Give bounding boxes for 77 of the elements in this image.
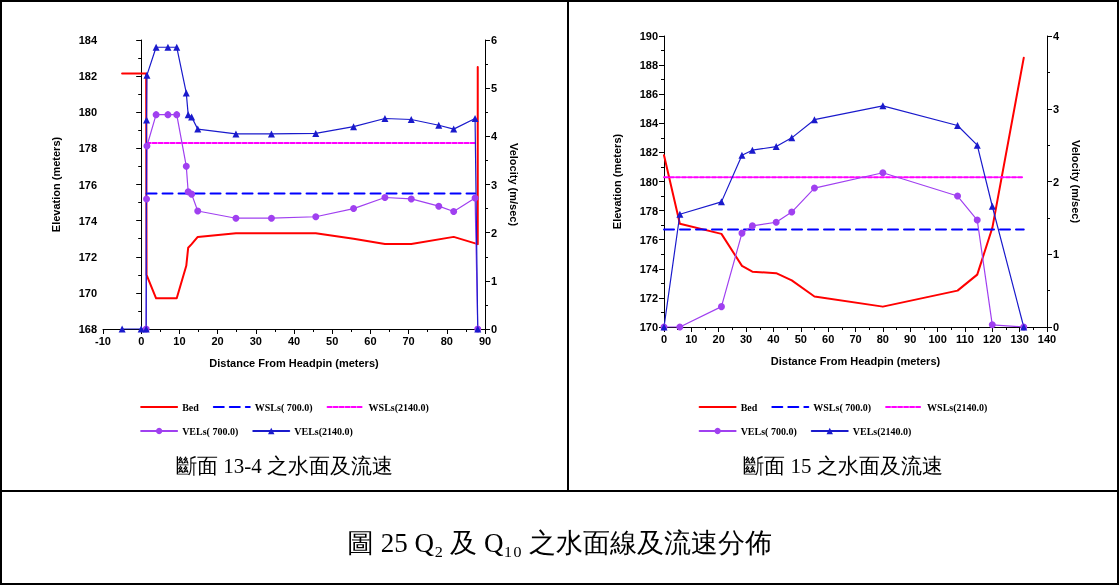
y-tick-label: 182 (78, 70, 97, 83)
y2-tick-label: 0 (1053, 321, 1060, 333)
x-tick-label: 80 (876, 332, 889, 345)
y2-tick-label: 4 (491, 130, 498, 143)
text: 斷面 15 之水面及流速 (742, 453, 944, 480)
x-tick-label: 70 (849, 332, 862, 345)
y2-tick-label: 3 (491, 178, 498, 191)
x-tick-label: 90 (478, 334, 492, 347)
x-tick-label: 0 (138, 334, 145, 347)
x-tick-label: 10 (685, 332, 698, 345)
legend-label: Bed (740, 401, 758, 413)
x-tick-label: 40 (287, 334, 301, 347)
y-tick-label: 172 (78, 250, 97, 263)
legend-label: WSLs( 700.0) (254, 401, 313, 414)
legend-label: WSLs( 700.0) (813, 401, 872, 414)
y-tick-label: 174 (78, 214, 98, 227)
x-tick-label: 0 (660, 332, 668, 345)
x-tick-label: 70 (402, 334, 415, 347)
y-tick-label: 174 (639, 262, 659, 275)
x-tick-label: 40 (767, 332, 780, 345)
x-axis-title: Distance From Headpin (meters) (209, 356, 379, 369)
y-tick-label: 168 (78, 323, 97, 335)
y2-tick-label: 2 (491, 226, 498, 239)
y2-tick-label: 3 (1053, 102, 1060, 115)
y2-axis-title: Velocity (m/sec) (507, 142, 520, 227)
x-tick-label: 110 (956, 332, 974, 345)
y2-tick-label: 6 (491, 34, 498, 46)
caption: 圖 25 Q₂ 及 Q₁₀ 之水面線及流速分佈 (346, 527, 773, 560)
x-axis-title: Distance From Headpin (meters) (770, 354, 941, 367)
legend-label: WSLs(2140.0) (368, 401, 429, 414)
x-tick-label: 60 (364, 334, 377, 347)
y-tick-label: 178 (78, 142, 97, 155)
y-tick-label: 184 (639, 117, 659, 130)
y2-tick-label: 1 (1053, 248, 1060, 261)
x-tick-label: 20 (712, 332, 725, 345)
y-tick-label: 188 (639, 59, 658, 72)
legend-label: WSLs(2140.0) (927, 401, 988, 414)
legend-label: Bed (182, 401, 200, 413)
x-tick-label: 30 (739, 332, 753, 345)
x-tick-label: 90 (904, 332, 917, 345)
y-tick-label: 178 (639, 204, 658, 217)
y-tick-label: 180 (78, 106, 97, 119)
y-tick-label: 184 (78, 34, 98, 46)
x-tick-label: 100 (928, 332, 947, 345)
y-tick-label: 180 (639, 175, 658, 188)
x-tick-label: 20 (211, 334, 224, 347)
y-tick-label: 190 (639, 30, 658, 42)
y2-tick-label: 4 (1053, 30, 1060, 42)
y-tick-label: 170 (78, 286, 97, 299)
x-tick-label: 50 (794, 332, 807, 345)
y2-axis-title: Velocity (m/sec) (1069, 139, 1082, 224)
y-tick-label: 170 (639, 321, 658, 333)
y-axis-title: Elevation (meters) (610, 133, 623, 230)
y2-tick-label: 2 (1053, 175, 1060, 188)
x-tick-label: 30 (249, 334, 262, 347)
x-tick-label: 140 (1037, 332, 1057, 345)
legend-label: VELs( 700.0) (182, 425, 239, 438)
y2-tick-label: 0 (491, 323, 498, 335)
y-tick-label: 176 (78, 178, 97, 191)
x-tick-label: 60 (822, 332, 835, 345)
y-tick-label: 186 (639, 88, 658, 101)
x-tick-label: 120 (983, 332, 1002, 345)
legend-label: VELs( 700.0) (740, 425, 797, 438)
legend-label: VELs(2140.0) (852, 425, 912, 438)
y-axis-title: Elevation (meters) (49, 136, 62, 233)
y-tick-label: 176 (639, 233, 658, 246)
x-tick-label: 50 (326, 334, 339, 347)
text: 斷面 13-4 之水面及流速 (175, 453, 394, 480)
x-tick-label: 10 (173, 334, 186, 347)
y2-tick-label: 1 (491, 274, 498, 287)
legend-label: VELs(2140.0) (294, 425, 353, 438)
x-tick-label: 80 (440, 334, 453, 347)
y2-tick-label: 5 (491, 82, 498, 95)
x-tick-label: -10 (95, 334, 111, 347)
y-tick-label: 172 (639, 291, 658, 304)
y-tick-label: 182 (639, 146, 658, 159)
x-tick-label: 130 (1010, 332, 1029, 345)
